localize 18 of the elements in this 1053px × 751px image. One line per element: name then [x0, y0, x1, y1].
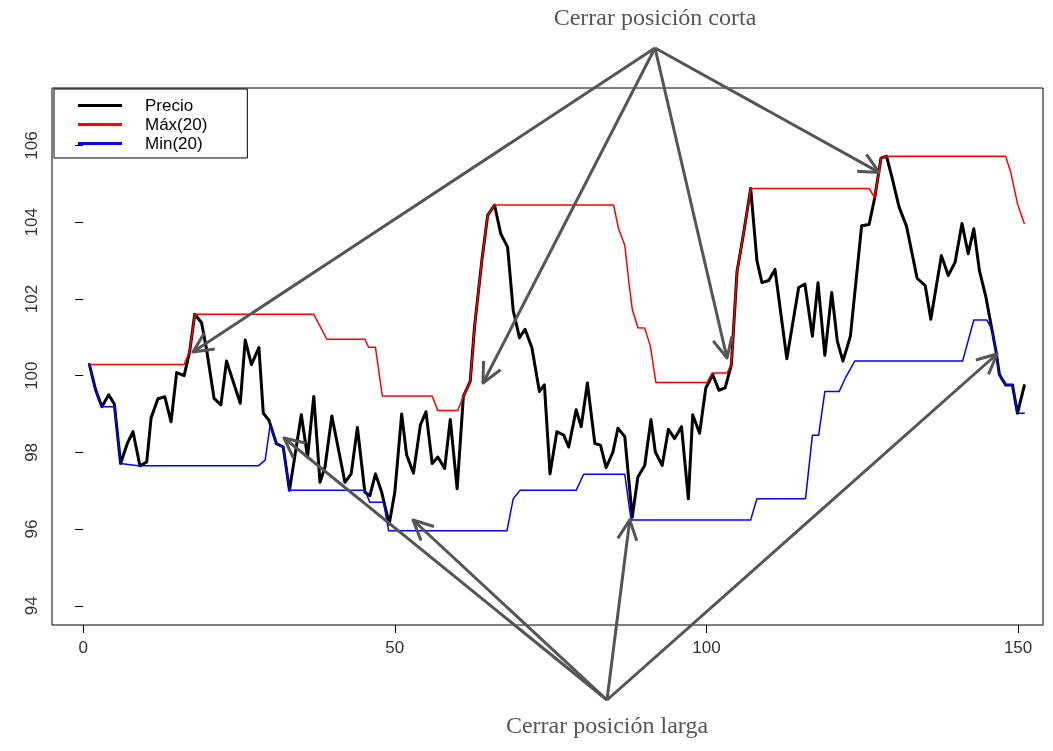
x-tick-label: 100	[692, 638, 721, 657]
y-tick-label: 96	[22, 519, 41, 539]
y-tick-label: 106	[22, 131, 41, 160]
y-tick-label: 104	[22, 208, 41, 237]
y-tick-label: 98	[22, 442, 41, 462]
x-tick-label: 0	[78, 638, 88, 657]
annotation: Cerrar posición larga	[505, 712, 709, 739]
y-tick-label: 100	[22, 361, 41, 390]
x-tick-label: 50	[385, 638, 405, 657]
line-series	[88, 319, 1026, 532]
y-tick-label: 94	[22, 596, 41, 616]
legend-label: Precio	[145, 96, 194, 115]
legend-label: Máx(20)	[145, 115, 208, 134]
legend-label: Min(20)	[145, 134, 203, 153]
y-tick-label: 102	[22, 284, 41, 314]
line-series	[88, 155, 1026, 412]
x-tick-label: 150	[1003, 638, 1033, 657]
annotation: Cerrar posición corta	[553, 4, 757, 31]
